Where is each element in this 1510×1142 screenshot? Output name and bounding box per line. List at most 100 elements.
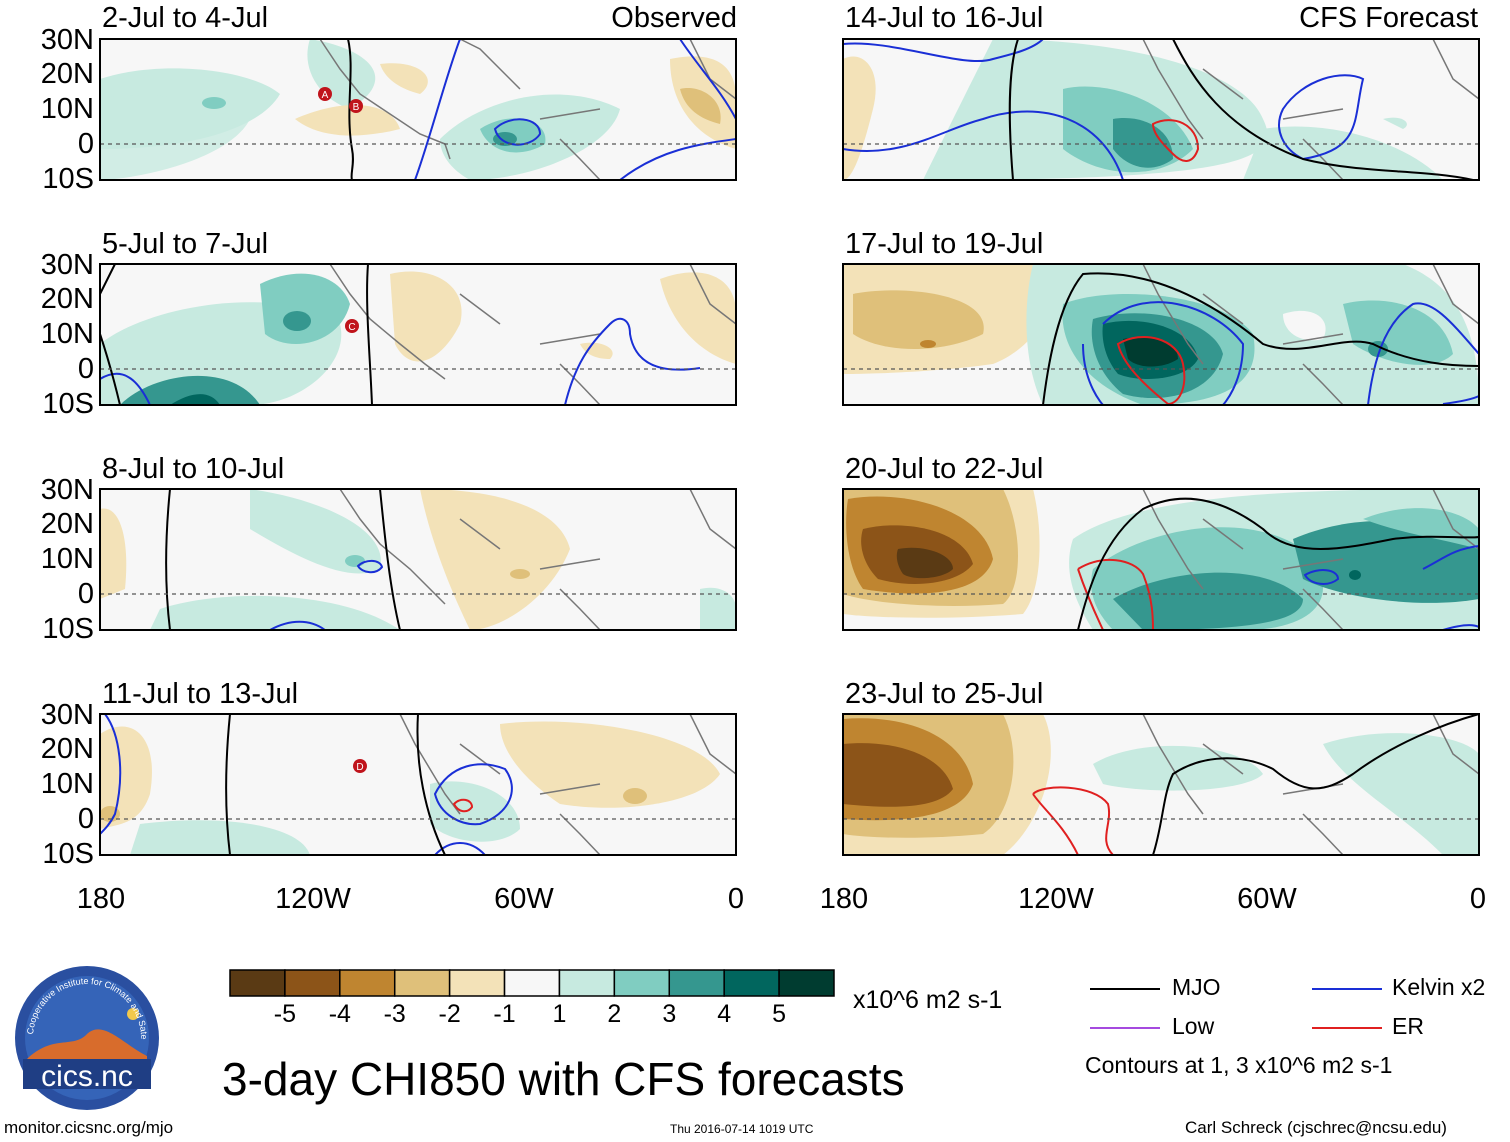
anomaly-positive [130, 820, 310, 855]
y-tick-label: 0 [77, 353, 94, 385]
kelvin-contour [1422, 545, 1480, 631]
y-tick-label: 30N [40, 24, 94, 56]
y-tick-label: 10S [42, 613, 94, 645]
anomaly-negative [390, 271, 462, 362]
mjo-contour [1152, 713, 1480, 856]
panel-6-map [842, 263, 1480, 406]
anomaly-positive [1113, 118, 1173, 168]
y-tick-label: 10S [42, 163, 94, 195]
kelvin-contour [493, 118, 542, 146]
logo-text: cics.nc [41, 1060, 133, 1093]
er-contour [1116, 335, 1186, 406]
mjo-contour [379, 488, 401, 631]
anomaly-positive [430, 781, 520, 842]
anomaly-positive [1123, 337, 1178, 367]
mjo-contour [225, 713, 231, 856]
legend-swatch-kelvin [1312, 988, 1382, 990]
colorbar-cell [613, 969, 671, 997]
anomaly-negative [623, 788, 647, 804]
panel-title-6: 17-Jul to 19-Jul [845, 228, 1044, 260]
anomaly-positive [150, 595, 400, 630]
mjo-contour [1008, 38, 1019, 181]
panel-7-map [842, 488, 1480, 631]
colorbar-cell [558, 969, 616, 997]
cics-logo: cics.nc Cooperative Institute for Climat… [13, 964, 159, 1110]
y-tick-label: 0 [77, 128, 94, 160]
kelvin-contour [564, 317, 701, 406]
cfs-forecast-label: CFS Forecast [1299, 2, 1478, 34]
storm-marker-d: D [353, 759, 367, 773]
colorbar-cell [284, 969, 341, 997]
colorbar-tick-label: -3 [383, 1000, 406, 1028]
legend-swatch-er [1312, 1027, 1382, 1029]
anomaly-positive [283, 311, 311, 331]
x-tick-label: 180 [819, 883, 869, 915]
kelvin-contour [356, 559, 384, 574]
y-tick-label: 10N [40, 543, 94, 575]
x-tick-label: 120W [275, 883, 351, 915]
anomaly-positive [100, 95, 250, 180]
er-contour [1077, 558, 1154, 631]
anomaly-negative [510, 569, 530, 579]
legend-label-er: ER [1392, 1013, 1424, 1039]
er-contour [1151, 119, 1200, 162]
anomaly-positive [202, 97, 226, 109]
x-tick-label: 60W [1237, 883, 1297, 915]
y-tick-label: 20N [40, 733, 94, 765]
anomaly-negative [843, 743, 953, 807]
marker-label: A [322, 90, 329, 101]
anomaly-negative [420, 489, 570, 630]
kelvin-contour [619, 138, 737, 181]
legend-label-kelvin: Kelvin x2 [1392, 974, 1486, 1000]
y-tick-label: 30N [40, 249, 94, 281]
anomaly-negative [295, 105, 400, 136]
x-tick-label: 180 [76, 883, 126, 915]
coastline [319, 38, 737, 181]
y-tick-label: 10S [42, 388, 94, 420]
kelvin-contour [414, 38, 461, 181]
footer-author: Carl Schreck (cjschrec@ncsu.edu) [1185, 1118, 1447, 1137]
kelvin-contour [433, 763, 513, 826]
x-tick-label: 0 [727, 883, 745, 915]
anomaly-positive [170, 394, 220, 405]
mjo-contour [366, 263, 373, 406]
colorbar-tick-label: -5 [273, 1000, 297, 1028]
coastline [1142, 38, 1480, 181]
kelvin-contour [1442, 395, 1480, 405]
colorbar-tick-label: -4 [328, 1000, 351, 1028]
colorbar-tick-label: 5 [772, 1000, 787, 1028]
y-tick-label: 20N [40, 58, 94, 90]
panel-title-5: 14-Jul to 16-Jul [845, 2, 1044, 34]
contour-note: Contours at 1, 3 x10^6 m2 s-1 [1085, 1052, 1393, 1078]
mjo-contour [165, 488, 171, 631]
anomaly-negative [920, 340, 936, 348]
anomaly-negative [500, 721, 720, 808]
marker-label: D [356, 762, 363, 773]
colorbar-cell [723, 969, 780, 997]
colorbar-cell [229, 969, 286, 997]
kelvin-contour [1278, 74, 1365, 161]
x-tick-label: 0 [1469, 883, 1487, 915]
footer-url: monitor.cicsnc.org/mjo [4, 1118, 174, 1137]
colorbar-cell [339, 969, 396, 997]
panel-3-map [99, 488, 737, 631]
anomaly-positive [1383, 117, 1407, 129]
legend-swatch-low [1090, 1027, 1160, 1029]
footer-timestamp: Thu 2016-07-14 1019 UTC [670, 1122, 814, 1136]
colorbar [229, 969, 835, 997]
y-tick-label: 30N [40, 474, 94, 506]
y-tick-label: 20N [40, 508, 94, 540]
anomaly-negative [853, 290, 984, 349]
colorbar-cell [448, 969, 506, 997]
anomaly-positive [260, 273, 350, 344]
coastline [339, 488, 737, 631]
colorbar-tick-label: -1 [493, 1000, 516, 1028]
colorbar-tick-label: 2 [607, 1000, 622, 1028]
kelvin-contour [99, 713, 122, 835]
colorbar-tick-label: 4 [717, 1000, 732, 1028]
colorbar-units: x10^6 m2 s-1 [853, 986, 1003, 1014]
anomaly-positive [1363, 508, 1479, 549]
anomaly-positive [700, 587, 736, 630]
colorbar-cell [393, 969, 451, 997]
kelvin-contour [842, 110, 1124, 181]
